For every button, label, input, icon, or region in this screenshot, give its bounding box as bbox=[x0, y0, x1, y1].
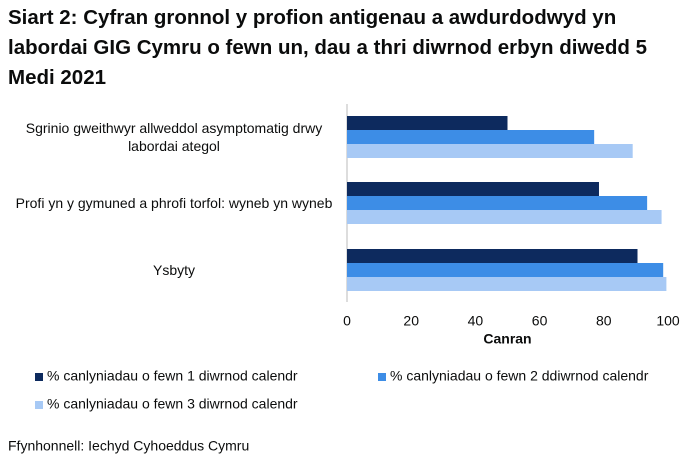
x-tick-label: 40 bbox=[468, 313, 484, 329]
x-tick-label: 80 bbox=[596, 313, 612, 329]
legend-swatch bbox=[35, 373, 43, 381]
x-tick-label: 20 bbox=[403, 313, 419, 329]
legend-swatch bbox=[35, 401, 43, 409]
x-tick-label: 100 bbox=[656, 313, 680, 329]
legend-label: % canlyniadau o fewn 2 ddiwrnod calendr bbox=[390, 368, 649, 384]
bar bbox=[347, 277, 667, 291]
legend-swatch bbox=[378, 373, 386, 381]
bar bbox=[347, 144, 633, 158]
bar bbox=[347, 130, 595, 144]
x-tick-label: 0 bbox=[343, 313, 351, 329]
chart-title: Siart 2: Cyfran gronnol y profion antige… bbox=[8, 6, 647, 89]
legend-label: % canlyniadau o fewn 3 diwrnod calendr bbox=[47, 396, 298, 412]
bar bbox=[347, 182, 599, 196]
x-axis-label: Canran bbox=[483, 331, 531, 347]
y-tick-label: Ysbyty bbox=[152, 262, 195, 278]
legend-label: % canlyniadau o fewn 1 diwrnod calendr bbox=[47, 368, 298, 384]
bar bbox=[347, 196, 648, 210]
bar bbox=[347, 263, 664, 277]
bar bbox=[347, 210, 662, 224]
bar bbox=[347, 116, 508, 130]
x-tick-label: 60 bbox=[532, 313, 548, 329]
y-tick-label: Profi yn y gymuned a phrofi torfol: wyne… bbox=[15, 195, 333, 211]
y-tick-label: Sgrinio gweithwyr allweddol asymptomatig… bbox=[25, 120, 323, 154]
source: Ffynhonnell: Iechyd Cyhoeddus Cymru bbox=[8, 438, 249, 454]
bar bbox=[347, 249, 638, 263]
